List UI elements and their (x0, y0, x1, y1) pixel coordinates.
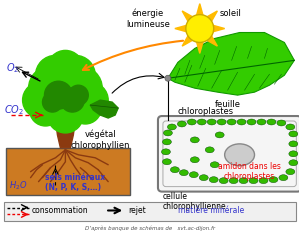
Ellipse shape (267, 119, 276, 125)
Ellipse shape (219, 178, 228, 184)
Ellipse shape (179, 170, 188, 176)
Ellipse shape (177, 121, 186, 127)
Text: cellule
chlorophyllienne: cellule chlorophyllienne (163, 192, 226, 211)
Ellipse shape (229, 178, 238, 184)
Ellipse shape (286, 169, 295, 175)
Ellipse shape (190, 137, 199, 143)
Ellipse shape (239, 178, 248, 184)
Text: amidon dans les
chloroplastes: amidon dans les chloroplastes (218, 162, 281, 181)
Ellipse shape (289, 131, 298, 137)
Circle shape (35, 55, 75, 95)
Circle shape (69, 92, 101, 124)
Ellipse shape (227, 119, 236, 125)
Polygon shape (90, 100, 118, 118)
Ellipse shape (207, 119, 216, 125)
Ellipse shape (162, 159, 171, 165)
Circle shape (72, 82, 108, 118)
Ellipse shape (215, 132, 224, 138)
Ellipse shape (279, 175, 288, 181)
Ellipse shape (289, 141, 298, 147)
Text: feuille: feuille (214, 100, 241, 109)
Bar (4, 202, 296, 221)
Ellipse shape (187, 119, 196, 125)
Circle shape (56, 55, 95, 95)
Ellipse shape (277, 120, 286, 126)
Ellipse shape (199, 175, 208, 181)
Text: D’après banque de schémas de   svt.ac-dijon.fr: D’après banque de schémas de svt.ac-dijo… (85, 225, 215, 231)
Circle shape (47, 97, 83, 133)
Polygon shape (168, 32, 294, 95)
Text: rejet: rejet (128, 206, 146, 215)
Polygon shape (213, 25, 225, 32)
Ellipse shape (161, 149, 170, 155)
Polygon shape (56, 105, 75, 148)
Circle shape (68, 85, 88, 105)
Circle shape (43, 92, 62, 112)
Polygon shape (207, 11, 218, 21)
Circle shape (30, 94, 62, 126)
Ellipse shape (197, 119, 206, 125)
Circle shape (28, 66, 72, 110)
Text: chloroplastes: chloroplastes (178, 107, 234, 116)
Circle shape (58, 66, 102, 110)
Ellipse shape (269, 177, 278, 183)
Ellipse shape (217, 119, 226, 125)
Ellipse shape (209, 177, 218, 183)
Ellipse shape (237, 119, 246, 125)
Text: végétal
chlorophyllien: végétal chlorophyllien (70, 130, 130, 150)
Bar (6, 148, 130, 195)
Ellipse shape (249, 178, 258, 184)
Ellipse shape (225, 144, 254, 166)
Ellipse shape (289, 151, 298, 157)
Ellipse shape (190, 157, 199, 163)
Ellipse shape (257, 119, 266, 125)
Circle shape (47, 50, 83, 86)
Ellipse shape (247, 119, 256, 125)
Polygon shape (196, 42, 203, 53)
Ellipse shape (167, 124, 176, 130)
Text: énergie
lumineuse: énergie lumineuse (126, 9, 170, 29)
Ellipse shape (205, 147, 214, 153)
Ellipse shape (210, 162, 219, 168)
Ellipse shape (162, 139, 171, 145)
Text: consommation: consommation (32, 206, 88, 215)
Text: $CO_2$: $CO_2$ (4, 103, 24, 117)
Circle shape (165, 75, 171, 81)
FancyBboxPatch shape (158, 116, 300, 192)
Ellipse shape (170, 167, 179, 173)
Ellipse shape (289, 160, 298, 166)
Polygon shape (175, 25, 186, 32)
Polygon shape (196, 4, 203, 15)
Ellipse shape (259, 178, 268, 184)
Circle shape (22, 82, 58, 118)
Ellipse shape (189, 172, 198, 178)
Circle shape (60, 88, 84, 112)
Circle shape (44, 81, 72, 109)
Ellipse shape (286, 124, 295, 130)
Text: matière minérale: matière minérale (178, 206, 244, 215)
Circle shape (186, 15, 214, 42)
Text: $H_2O$: $H_2O$ (9, 179, 27, 192)
Circle shape (38, 67, 93, 123)
Text: sels minéraux
(N, P, K, S,…): sels minéraux (N, P, K, S,…) (46, 173, 106, 192)
Ellipse shape (164, 130, 172, 136)
Text: $O_2$: $O_2$ (6, 61, 19, 75)
Polygon shape (207, 36, 218, 46)
Polygon shape (182, 11, 192, 21)
Polygon shape (182, 36, 192, 46)
Text: soleil: soleil (220, 9, 242, 18)
